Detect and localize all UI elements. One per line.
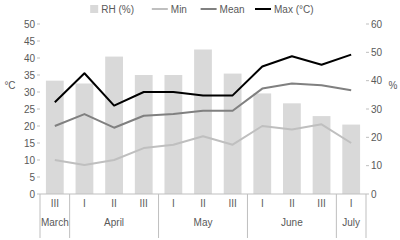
legend-label: Min	[171, 4, 187, 15]
legend-label: Max (°C)	[274, 4, 314, 15]
y-tick-label: 15	[24, 138, 36, 149]
temperature-line	[55, 55, 351, 106]
y-tick	[37, 75, 40, 76]
y-tick-label: 40	[24, 53, 36, 64]
x-tick-label: II	[200, 198, 206, 209]
y2-tick-label: 60	[371, 19, 383, 30]
x-group-label: May	[194, 217, 213, 228]
rh-bar	[283, 103, 301, 194]
y-tick-label: 5	[29, 172, 35, 183]
y-tick	[37, 58, 40, 59]
y2-tick-label: 10	[371, 160, 383, 171]
plot-marks	[46, 50, 360, 195]
group-separator	[40, 194, 41, 238]
rh-bar	[194, 50, 212, 195]
y2-tick	[366, 24, 369, 25]
y2-tick	[366, 52, 369, 53]
x-tick-label: II	[111, 198, 117, 209]
y-tick-label: 25	[24, 104, 36, 115]
group-separator	[366, 194, 367, 238]
rh-bar	[253, 93, 271, 194]
y-axis-title: °C	[4, 80, 15, 91]
y-tick	[37, 109, 40, 110]
x-tick-label: III	[140, 198, 148, 209]
legend-swatch	[201, 8, 217, 10]
chart: 051015202530354045500102030405060°C%IIII…	[0, 0, 400, 240]
y2-tick-label: 50	[371, 47, 383, 58]
y2-tick	[366, 165, 369, 166]
y2-tick-label: 30	[371, 104, 383, 115]
y-tick-label: 45	[24, 36, 36, 47]
x-group-label: June	[281, 217, 303, 228]
rh-bar	[46, 81, 64, 194]
legend-swatch	[255, 8, 271, 10]
x-group-label: April	[104, 217, 124, 228]
y2-tick-label: 0	[371, 189, 377, 200]
group-separator	[69, 194, 70, 238]
y-tick	[37, 177, 40, 178]
y2-tick	[366, 109, 369, 110]
x-tick-label: III	[317, 198, 325, 209]
legend-label: Mean	[220, 4, 245, 15]
rh-bar	[342, 125, 360, 194]
x-group-label: March	[41, 217, 69, 228]
group-separator	[336, 194, 337, 238]
temperature-line	[55, 124, 351, 165]
y2-tick-label: 20	[371, 132, 383, 143]
x-tick-label: III	[51, 198, 59, 209]
x-tick-label: III	[228, 198, 236, 209]
x-tick-label: I	[350, 198, 353, 209]
y-tick-label: 0	[29, 189, 35, 200]
group-separator	[247, 194, 248, 238]
y-tick-label: 20	[24, 121, 36, 132]
legend-swatch	[152, 8, 168, 10]
y2-tick-label: 40	[371, 75, 383, 86]
x-tick-label: I	[83, 198, 86, 209]
x-group-label: July	[342, 217, 360, 228]
group-separator	[158, 194, 159, 238]
y-tick-label: 10	[24, 155, 36, 166]
y2-tick	[366, 137, 369, 138]
x-tick-label: I	[261, 198, 264, 209]
x-tick-label: II	[289, 198, 295, 209]
y-tick	[37, 143, 40, 144]
y-tick-label: 50	[24, 19, 36, 30]
y-tick	[37, 126, 40, 127]
y2-tick	[366, 80, 369, 81]
x-axis-line	[40, 194, 366, 195]
rh-bar	[224, 74, 242, 194]
y-tick	[37, 41, 40, 42]
y-tick	[37, 160, 40, 161]
legend: RH (%) Min Mean Max (°C)	[90, 4, 313, 15]
y-tick	[37, 24, 40, 25]
legend-swatch	[90, 5, 98, 13]
y2-axis-title: %	[389, 80, 398, 91]
x-tick-label: I	[172, 198, 175, 209]
y-tick-label: 35	[24, 70, 36, 81]
legend-label: RH (%)	[101, 4, 134, 15]
rh-bar	[76, 84, 94, 195]
y-tick-label: 30	[24, 87, 36, 98]
y-tick	[37, 92, 40, 93]
